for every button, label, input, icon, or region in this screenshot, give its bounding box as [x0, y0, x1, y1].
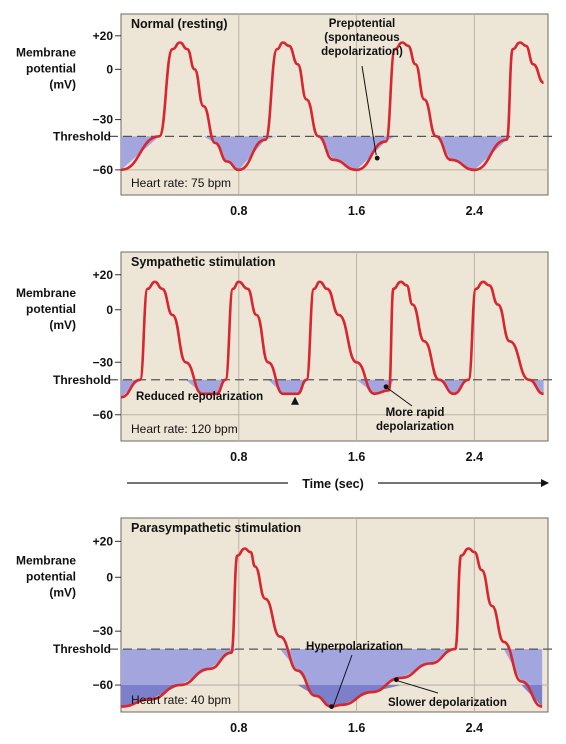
y-axis-label: Membrane: [16, 45, 76, 59]
annotation-dot: [393, 677, 399, 683]
chart-title: Sympathetic stimulation: [131, 255, 275, 269]
x-tick-label: 0.8: [230, 721, 247, 735]
x-tick-label: 0.8: [230, 450, 247, 464]
y-axis-label: (mV): [49, 77, 76, 91]
annotation-dot: [329, 704, 334, 710]
y-tick-label: −60: [93, 408, 114, 422]
threshold-label: Threshold: [53, 129, 111, 143]
annotation-dot: [383, 384, 389, 390]
x-tick-label: 2.4: [466, 204, 483, 218]
x-tick-label: 2.4: [466, 450, 483, 464]
annotation-leader: [333, 654, 353, 706]
chart-title: Normal (resting): [131, 17, 228, 31]
x-axis-label: Time (sec): [302, 477, 364, 491]
y-tick-label: 0: [106, 303, 113, 317]
annotation-label: Reduced repolarization: [136, 391, 263, 403]
y-axis-label: Membrane: [16, 553, 76, 567]
heart-rate-label: Heart rate: 120 bpm: [131, 422, 238, 436]
chart-title: Parasympathetic stimulation: [131, 521, 301, 535]
plot-background: [120, 251, 549, 442]
y-axis-label: (mV): [49, 318, 76, 332]
y-axis-label: Membrane: [16, 286, 76, 300]
annotation-label: depolarization: [376, 421, 454, 433]
subthreshold-fill: [121, 649, 543, 707]
y-tick-label: +20: [93, 534, 114, 548]
annotation-label: More rapid: [386, 407, 445, 419]
y-tick-label: +20: [93, 268, 114, 282]
membrane-potential-trace: [120, 280, 544, 399]
y-tick-label: 0: [106, 62, 113, 76]
threshold-label: Threshold: [53, 642, 111, 656]
annotation-leader: [361, 65, 377, 156]
y-tick-label: −60: [93, 163, 114, 177]
x-tick-label: 1.6: [348, 450, 365, 464]
y-tick-label: −30: [93, 624, 114, 638]
heart-rate-label: Heart rate: 75 bpm: [131, 176, 231, 190]
annotation-label: Slower depolarization: [388, 697, 507, 709]
annotation-leader: [397, 680, 439, 694]
chart-panel-1: +20 0 −30 −60 Threshold Membrane potential (mV)…: [16, 13, 552, 218]
membrane-potential-trace: [120, 41, 545, 172]
x-tick-label: 1.6: [348, 721, 365, 735]
y-tick-label: −30: [93, 355, 114, 369]
y-axis-label: potential: [26, 569, 76, 583]
y-axis-label: potential: [26, 61, 76, 75]
y-axis-label: potential: [26, 302, 76, 316]
heart-rate-label: Heart rate: 40 bpm: [131, 693, 231, 707]
x-tick-label: 2.4: [466, 721, 483, 735]
y-tick-label: +20: [93, 29, 114, 43]
y-tick-label: −30: [93, 113, 114, 127]
annotation-label: Prepotential: [329, 18, 395, 30]
x-tick-label: 1.6: [348, 204, 365, 218]
annotation-leader: [386, 387, 413, 407]
y-tick-label: 0: [106, 570, 113, 584]
hyperpolarization-fill: [121, 685, 543, 707]
threshold-label: Threshold: [53, 373, 111, 387]
y-axis-label: (mV): [49, 585, 76, 599]
annotation-dot: [374, 155, 380, 161]
x-tick-label: 0.8: [230, 204, 247, 218]
y-tick-label: −60: [93, 678, 114, 692]
annotation-label: Hyperpolarization: [306, 641, 403, 653]
annotation-label: (spontaneous: [324, 32, 399, 44]
subthreshold-fill: [121, 136, 544, 170]
chart-panel-3: +20 0 −30 −60 Threshold Membrane potential (mV)…: [16, 517, 552, 735]
chart-panel-2: +20 0 −30 −60 Threshold Membrane potential (mV)…: [16, 251, 552, 491]
annotation-label: depolarization): [321, 46, 403, 58]
